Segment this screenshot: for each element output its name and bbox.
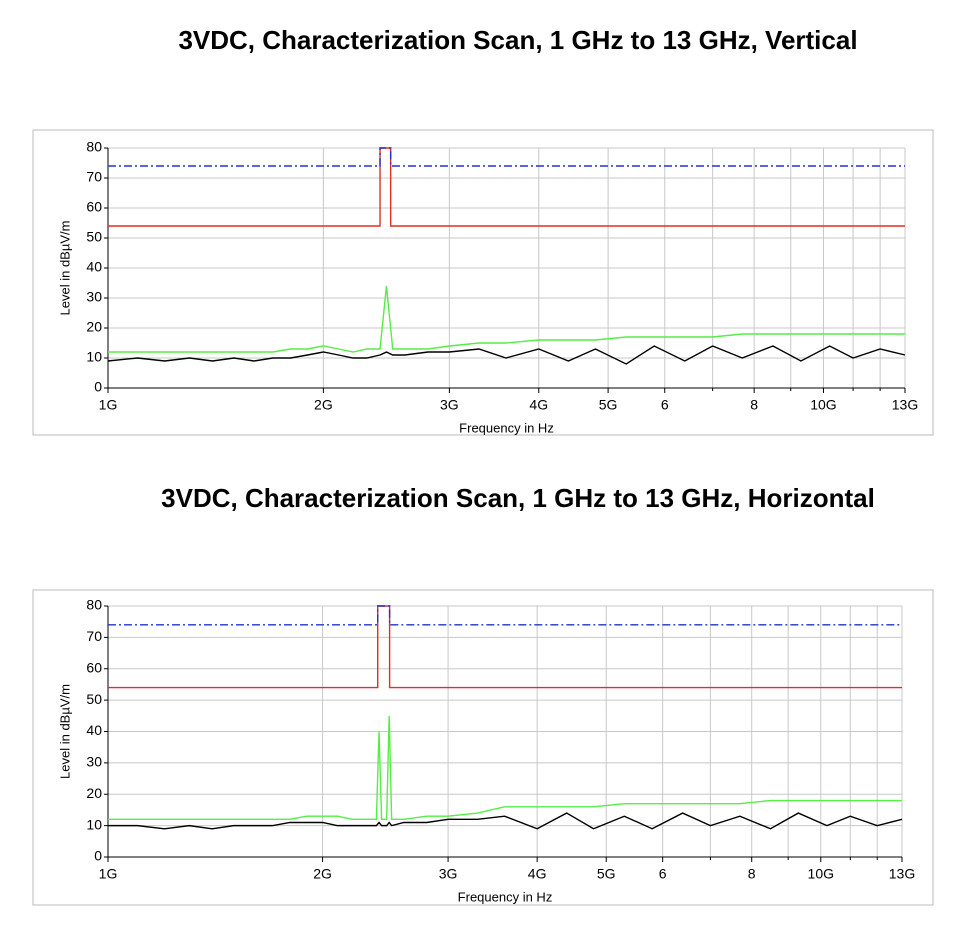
x-axis-label: Frequency in Hz bbox=[458, 889, 553, 904]
y-tick-label: 10 bbox=[86, 349, 102, 365]
series-line bbox=[108, 715, 902, 821]
y-tick-label: 20 bbox=[86, 319, 102, 335]
x-tick-label: 5G bbox=[597, 866, 616, 882]
series-line bbox=[108, 147, 905, 167]
x-tick-label: 6 bbox=[661, 397, 669, 413]
x-tick-label: 1G bbox=[99, 866, 118, 882]
x-axis-label: Frequency in Hz bbox=[459, 420, 554, 435]
y-tick-label: 40 bbox=[86, 722, 102, 738]
x-tick-label: 10G bbox=[810, 397, 836, 413]
series-line bbox=[107, 345, 906, 365]
x-tick-label: 4G bbox=[528, 866, 547, 882]
x-tick-label: 8 bbox=[750, 397, 758, 413]
series-line bbox=[108, 605, 902, 626]
y-tick-label: 80 bbox=[86, 597, 102, 613]
y-tick-label: 30 bbox=[86, 289, 102, 305]
chart-title: 3VDC, Characterization Scan, 1 GHz to 13… bbox=[178, 25, 857, 55]
x-tick-label: 13G bbox=[892, 397, 918, 413]
x-tick-label: 8 bbox=[748, 866, 756, 882]
y-tick-label: 0 bbox=[94, 848, 102, 864]
x-tick-label: 4G bbox=[529, 397, 548, 413]
y-tick-label: 60 bbox=[86, 659, 102, 675]
y-tick-label: 30 bbox=[86, 754, 102, 770]
y-tick-label: 70 bbox=[86, 169, 102, 185]
series-line bbox=[108, 812, 903, 830]
y-tick-label: 40 bbox=[86, 259, 102, 275]
series-line bbox=[108, 605, 902, 689]
chart-frame bbox=[32, 589, 934, 906]
chart-frame bbox=[32, 129, 934, 436]
chart-title: 3VDC, Characterization Scan, 1 GHz to 13… bbox=[161, 483, 875, 513]
y-tick-label: 50 bbox=[86, 229, 102, 245]
y-tick-label: 0 bbox=[94, 379, 102, 395]
y-axis-label: Level in dBµV/m bbox=[57, 684, 72, 779]
series-line bbox=[108, 285, 905, 353]
y-tick-label: 70 bbox=[86, 628, 102, 644]
x-tick-label: 2G bbox=[313, 866, 332, 882]
y-tick-label: 10 bbox=[86, 816, 102, 832]
y-tick-label: 60 bbox=[86, 199, 102, 215]
x-tick-label: 10G bbox=[808, 866, 834, 882]
y-tick-label: 20 bbox=[86, 785, 102, 801]
y-tick-label: 80 bbox=[86, 139, 102, 155]
x-tick-label: 2G bbox=[314, 397, 333, 413]
y-axis-label: Level in dBµV/m bbox=[57, 221, 72, 316]
x-tick-label: 3G bbox=[440, 397, 459, 413]
x-tick-label: 5G bbox=[599, 397, 618, 413]
series-line bbox=[108, 147, 905, 227]
x-tick-label: 1G bbox=[99, 397, 118, 413]
x-tick-label: 13G bbox=[889, 866, 915, 882]
y-tick-label: 50 bbox=[86, 691, 102, 707]
x-tick-label: 6 bbox=[659, 866, 667, 882]
x-tick-label: 3G bbox=[439, 866, 458, 882]
